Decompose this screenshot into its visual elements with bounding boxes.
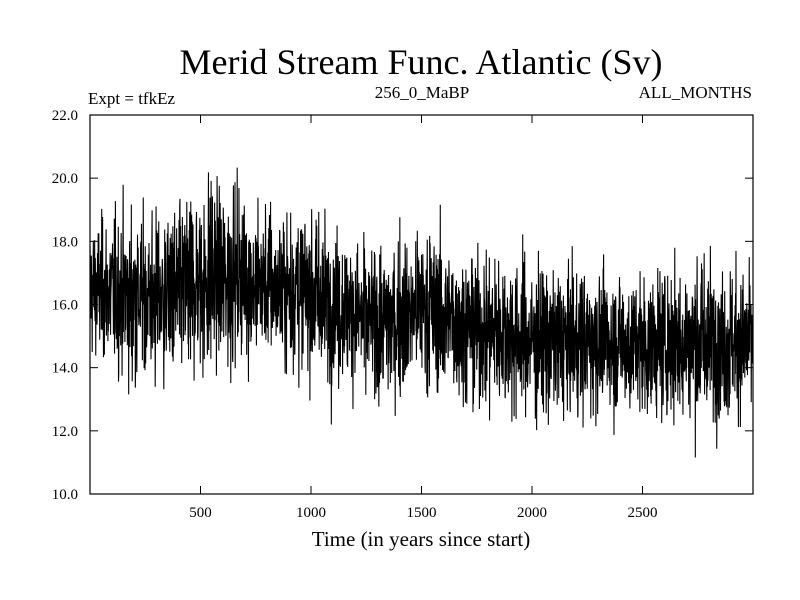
x-tick-label: 1000 (296, 505, 326, 521)
x-tick-label: 500 (189, 505, 212, 521)
months-label: ALL_MONTHS (639, 83, 752, 102)
y-tick-label: 12.0 (52, 424, 78, 440)
y-tick-label: 14.0 (52, 361, 78, 377)
x-axis-label: Time (in years since start) (312, 527, 531, 551)
y-tick-label: 16.0 (52, 298, 78, 314)
y-tick-label: 10.0 (52, 487, 78, 503)
x-tick-label: 2500 (628, 505, 658, 521)
y-tick-label: 18.0 (52, 234, 78, 250)
x-tick-label: 1500 (407, 505, 437, 521)
axis-layer: 10.0 12.0 14.0 16.0 18.0 20.0 22.0 500 1000 1500 2… (52, 108, 753, 521)
series-layer (89, 167, 754, 458)
x-tick-label: 2000 (517, 505, 547, 521)
experiment-label: Expt = tfkEz (88, 89, 175, 108)
series-line (89, 167, 754, 458)
y-tick-label: 22.0 (52, 108, 78, 124)
y-tick-label: 20.0 (52, 171, 78, 187)
period-label: 256_0_MaBP (375, 83, 469, 102)
chart-title: Merid Stream Func. Atlantic (Sv) (180, 42, 663, 82)
